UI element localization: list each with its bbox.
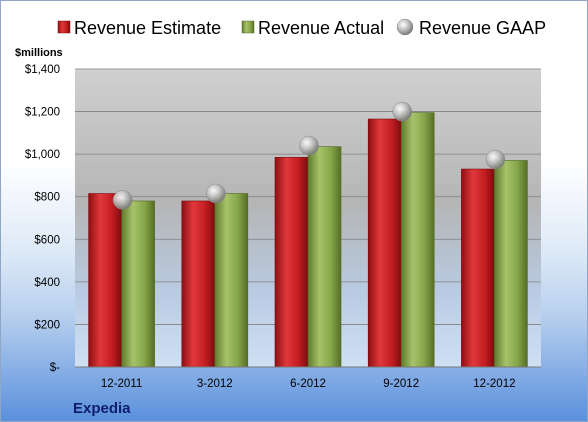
y-tick-label: $1,000 xyxy=(25,149,60,161)
legend-estimate-swatch xyxy=(57,20,71,34)
gaap-marker xyxy=(206,183,226,204)
gaap-markers xyxy=(112,101,506,210)
legend-gaap-label: Revenue GAAP xyxy=(419,18,546,38)
legend-gaap-marker xyxy=(396,18,414,36)
y-axis-ticks: $- $200 $400 $600 $800 $1,000 $1,200 $1,400 xyxy=(25,64,60,374)
x-tick-label: 12-2012 xyxy=(473,378,515,390)
estimate-bar xyxy=(88,193,122,368)
x-tick-label: 6-2012 xyxy=(290,378,326,390)
legend-estimate-label: Revenue Estimate xyxy=(74,18,221,38)
y-tick-label: $- xyxy=(50,362,60,374)
x-tick-label: 12-2011 xyxy=(101,378,142,390)
y-tick-label: $400 xyxy=(34,277,60,289)
gaap-marker xyxy=(392,101,412,122)
gaap-marker xyxy=(485,149,506,170)
bars xyxy=(88,112,528,368)
y-tick-label: $800 xyxy=(34,192,60,204)
actual-bar xyxy=(307,146,342,368)
y-tick-label: $600 xyxy=(34,234,60,246)
actual-bar xyxy=(494,160,528,368)
legend-actual-swatch xyxy=(241,20,255,34)
actual-bar xyxy=(400,112,435,368)
estimate-bar xyxy=(274,157,309,368)
estimate-bar xyxy=(461,168,495,368)
estimate-bar xyxy=(181,200,216,368)
unit-label: $millions xyxy=(15,47,63,59)
gaap-marker xyxy=(112,190,133,210)
actual-bar xyxy=(121,200,155,368)
gaap-marker xyxy=(299,135,319,156)
y-tick-label: $1,400 xyxy=(25,64,60,76)
x-tick-label: 9-2012 xyxy=(383,378,419,390)
x-tick-label: 3-2012 xyxy=(197,378,233,390)
company-name: Expedia xyxy=(73,400,131,417)
y-tick-label: $1,200 xyxy=(25,107,60,119)
estimate-bar xyxy=(367,118,402,368)
legend-actual-label: Revenue Actual xyxy=(258,18,384,38)
x-axis-ticks: 12-2011 3-2012 6-2012 9-2012 12-2012 xyxy=(101,378,516,390)
y-tick-label: $200 xyxy=(34,319,60,331)
actual-bar xyxy=(214,193,249,368)
legend: Revenue Estimate Revenue Actual Revenue … xyxy=(57,18,546,38)
